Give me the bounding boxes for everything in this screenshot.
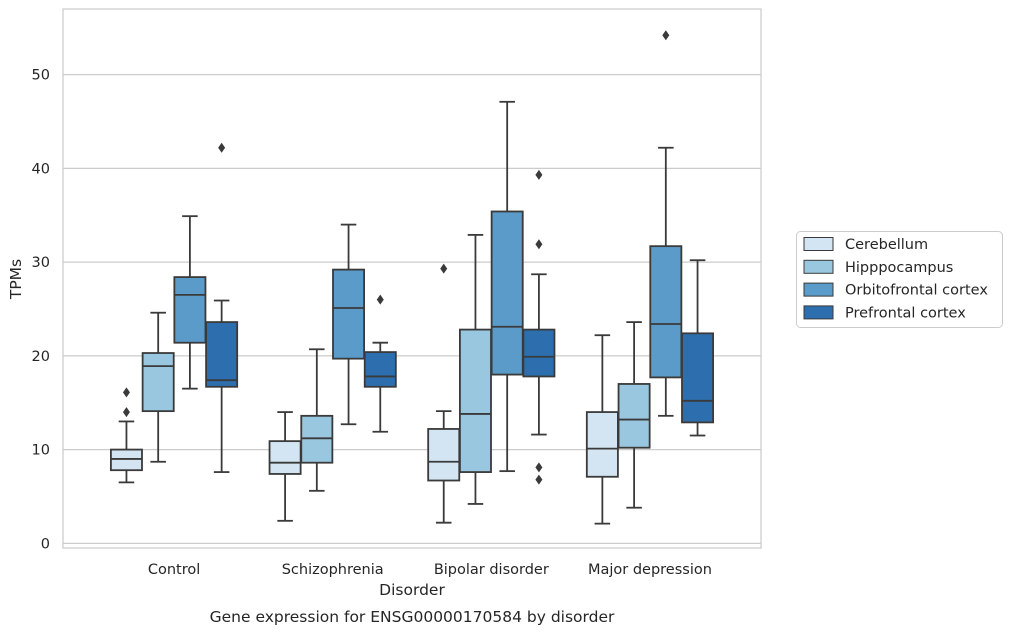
y-axis-label: TPMs [7, 259, 25, 300]
x-axis-ticks: Control Schizophrenia Bipolar disorder Majo… [148, 562, 712, 578]
x-tick-label: Major depression [588, 562, 712, 578]
box-group [300, 348, 334, 492]
box [205, 321, 239, 388]
outlier-point [376, 294, 384, 305]
outlier-point [535, 462, 543, 473]
x-axis-label: Disorder [379, 581, 445, 599]
legend-swatch [803, 259, 834, 274]
box-group [363, 294, 397, 433]
legend: Cerebellum Hipppocampus Orbitofrontal cort… [796, 231, 1003, 328]
box-group [585, 334, 619, 525]
y-tick-label: 40 [32, 161, 50, 177]
grid-lines [63, 73, 761, 544]
legend-frame [796, 231, 1003, 328]
x-tick-label: Bipolar disorder [434, 562, 549, 578]
outlier-point [122, 407, 130, 418]
box [363, 351, 397, 388]
box [522, 328, 556, 378]
outlier-point [535, 474, 543, 485]
box [617, 383, 651, 449]
legend-swatch [803, 305, 834, 320]
box-group [490, 100, 524, 473]
box-group [427, 263, 461, 524]
box-group [268, 411, 302, 522]
box-group [649, 30, 683, 417]
box [681, 332, 714, 424]
box-group [173, 215, 207, 390]
box-group [332, 223, 365, 426]
x-tick-label: Control [148, 562, 200, 578]
box-group [141, 311, 175, 463]
outlier-point [218, 142, 226, 153]
outlier-point [122, 387, 130, 398]
box-group [459, 234, 492, 505]
box [459, 328, 492, 473]
box [300, 414, 334, 464]
y-tick-label: 30 [32, 255, 50, 271]
y-tick-label: 0 [41, 536, 50, 552]
box-group [681, 259, 714, 437]
y-tick-label: 10 [32, 443, 50, 459]
box [490, 210, 524, 376]
box [268, 440, 302, 475]
outlier-point [535, 169, 543, 180]
legend-label: Hipppocampus [845, 260, 953, 276]
chart-caption: Gene expression for ENSG00000170584 by d… [210, 608, 615, 626]
y-axis-ticks: 0 10 20 30 40 50 [32, 68, 50, 553]
box-group [522, 169, 556, 485]
outlier-point [440, 263, 448, 274]
y-tick-label: 20 [32, 349, 50, 365]
legend-swatch [803, 237, 834, 251]
box [427, 428, 461, 482]
legend-label: Orbitofrontal cortex [845, 283, 988, 299]
y-tick-label: 50 [32, 68, 50, 84]
outlier-point [535, 239, 543, 250]
box [141, 352, 175, 413]
legend-swatch [803, 282, 834, 297]
box [649, 245, 683, 379]
box-group [205, 142, 239, 473]
x-tick-label: Schizophrenia [282, 562, 384, 578]
box [332, 268, 365, 360]
box [585, 411, 619, 478]
box-series [110, 30, 714, 525]
box [173, 276, 207, 344]
box-group [617, 321, 651, 509]
legend-label: Cerebellum [845, 237, 928, 253]
plot-frame [62, 8, 762, 549]
box [110, 448, 143, 472]
outlier-point [662, 30, 670, 41]
box-group [110, 387, 143, 484]
legend-label: Prefrontal cortex [845, 305, 966, 321]
